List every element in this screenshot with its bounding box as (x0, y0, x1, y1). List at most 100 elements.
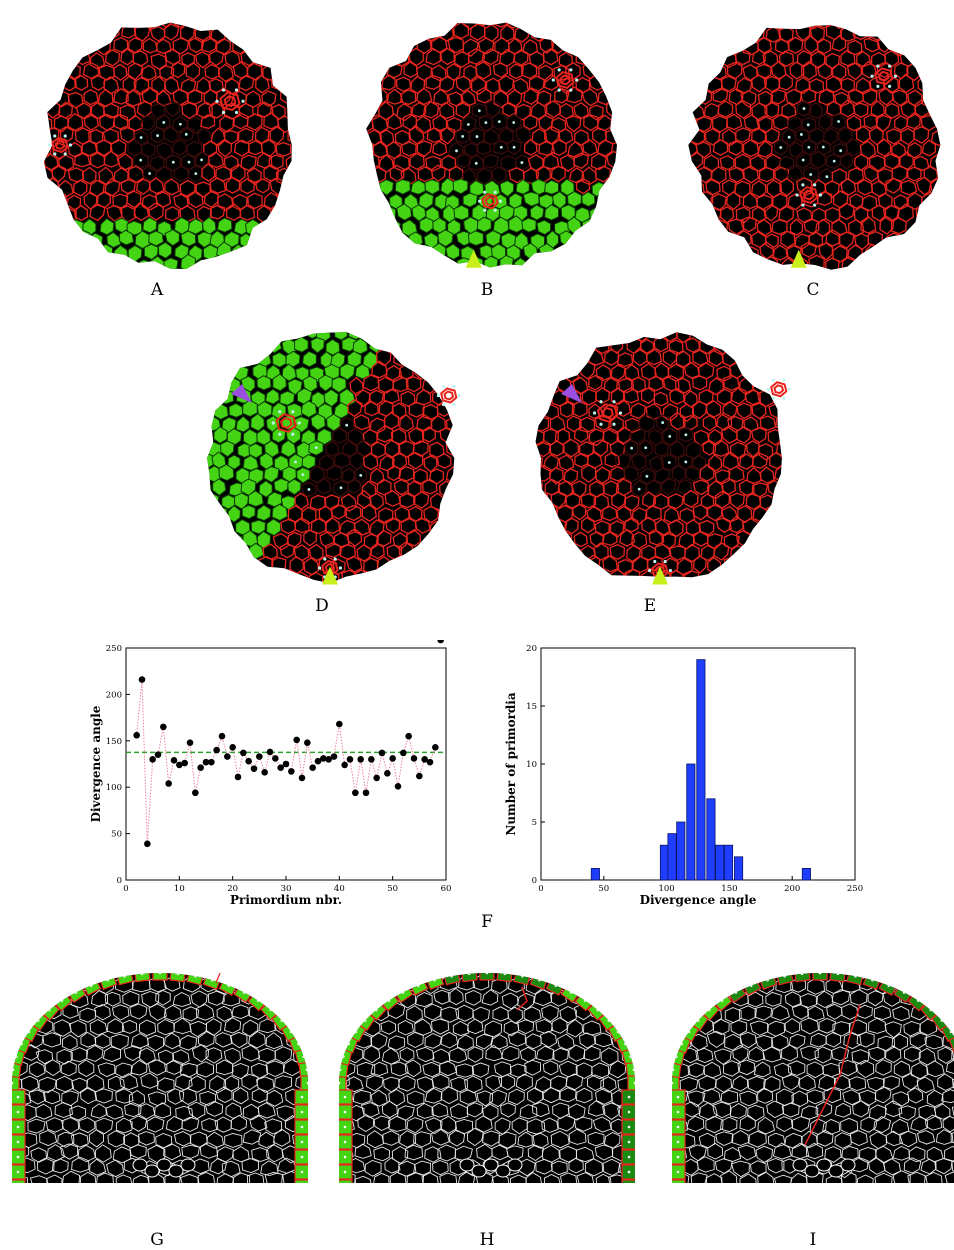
y-tick-label: 20 (526, 644, 537, 654)
x-tick-label: 50 (598, 884, 609, 894)
meristem-panel-e (535, 332, 791, 585)
data-point (416, 772, 423, 780)
data-point (384, 769, 391, 777)
histogram-bar (676, 821, 686, 881)
data-point (170, 756, 178, 764)
histogram-bar (659, 844, 670, 881)
data-point (394, 782, 402, 790)
panel-label-g: G (150, 1230, 164, 1250)
data-point (389, 755, 396, 762)
histogram-bar (723, 844, 734, 881)
marker-arrow (215, 972, 221, 984)
marker-arrow (465, 249, 482, 268)
panel-label-d: D (315, 596, 329, 616)
data-point (432, 743, 439, 751)
data-point (250, 765, 258, 772)
x-tick-label: 200 (784, 884, 800, 894)
y-tick-label: 15 (526, 702, 537, 712)
y-tick-label: 10 (526, 760, 537, 770)
data-point (325, 756, 332, 763)
tissue-surface (43, 22, 292, 269)
data-point (330, 753, 338, 760)
data-point (149, 756, 156, 763)
divergence-histogram-chart: 0 50 100 150 200 250 0 5 10 15 20 Divergence angle N… (505, 644, 863, 907)
data-point (261, 769, 268, 776)
x-tick-label: 50 (387, 884, 398, 894)
panel-label-h: H (479, 1230, 495, 1250)
data-point (186, 739, 194, 746)
panel-label-a: A (150, 280, 164, 300)
data-point (341, 761, 348, 769)
data-point (362, 789, 370, 797)
y-tick-label: 100 (106, 783, 122, 793)
data-point (277, 764, 284, 772)
meristem-panel-a (43, 22, 292, 269)
data-point (314, 757, 322, 765)
x-tick-label: 150 (721, 884, 737, 894)
data-point (298, 774, 306, 782)
x-tick-label: 20 (227, 884, 238, 894)
histogram-bar (696, 659, 706, 881)
tissue-surface (207, 332, 455, 584)
panel-label-c: C (806, 280, 820, 300)
data-point (437, 640, 444, 644)
data-point (197, 764, 204, 772)
panel-label-i: I (809, 1230, 817, 1250)
data-point (400, 749, 407, 757)
data-point (133, 731, 140, 739)
data-point (282, 760, 290, 768)
data-point (138, 676, 146, 683)
data-point (144, 840, 151, 848)
meristem-panel-b (366, 22, 618, 268)
histogram-bar (801, 867, 811, 881)
data-point (154, 751, 162, 759)
panel-label-f: F (481, 912, 493, 932)
y-tick-label: 200 (106, 690, 122, 700)
histogram-bar (667, 833, 677, 881)
data-point (202, 758, 210, 766)
x-tick-label: 0 (123, 884, 128, 894)
data-point (320, 755, 327, 762)
data-point (272, 755, 279, 762)
data-point (181, 759, 188, 767)
data-point (405, 732, 412, 740)
y-tick-label: 0 (532, 876, 537, 886)
histogram-bar (686, 763, 696, 881)
panel-label-b: B (480, 280, 494, 300)
data-point (208, 758, 215, 766)
marker-arrow (322, 566, 338, 585)
y-axis-label: Number of primordia (505, 692, 518, 836)
panel-label-e: E (643, 596, 657, 616)
data-point (160, 723, 167, 731)
data-point (218, 732, 226, 740)
histogram-bar (715, 844, 725, 881)
y-tick-label: 50 (111, 830, 122, 840)
data-point (352, 789, 359, 797)
data-point (245, 757, 252, 765)
data-point (192, 789, 199, 797)
histogram-bar (706, 798, 716, 881)
x-tick-label: 10 (174, 884, 185, 894)
data-point (256, 753, 263, 760)
data-point (426, 758, 434, 766)
data-point (266, 748, 274, 756)
data-point (336, 720, 343, 728)
marker-arrow (561, 384, 582, 403)
marker-arrow (790, 249, 807, 268)
y-tick-label: 150 (106, 737, 122, 747)
data-point (165, 780, 172, 787)
x-axis-label: Divergence angle (640, 893, 757, 907)
x-tick-label: 100 (658, 884, 674, 894)
meristem-panel-d (207, 332, 461, 585)
x-tick-label: 60 (441, 884, 452, 894)
marker-arrow (231, 384, 252, 403)
data-point (234, 773, 242, 781)
data-point (373, 774, 380, 782)
y-tick-label: 0 (117, 876, 122, 886)
section-panel-g (12, 972, 308, 1183)
y-tick-label: 250 (106, 644, 122, 654)
histogram-bar (734, 856, 744, 881)
x-axis-label: Primordium nbr. (230, 893, 342, 907)
tissue-surface (535, 332, 782, 578)
divergence-scatter-chart: 0 10 20 30 40 50 60 0 50 100 150 200 250 Primordium n… (89, 640, 452, 907)
